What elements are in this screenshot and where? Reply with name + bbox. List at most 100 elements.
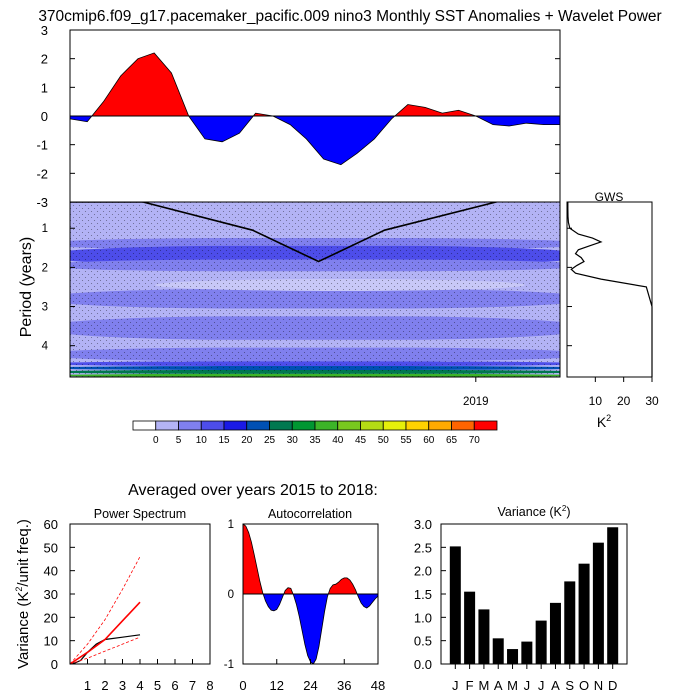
averaged-subtitle: Averaged over years 2015 to 2018: bbox=[128, 482, 378, 499]
monthly-variance-y-tick-label: 2.0 bbox=[414, 564, 432, 579]
colorbar-swatch bbox=[473, 420, 498, 431]
wavelet-power-frame bbox=[69, 201, 561, 378]
power-spectrum-x-tick-label: 4 bbox=[136, 678, 143, 693]
wavelet-y-tick-label: 3 bbox=[42, 302, 48, 314]
wavelet-y-tick-label: 2 bbox=[42, 262, 48, 274]
monthly-variance-bar bbox=[592, 542, 604, 664]
colorbar-swatch bbox=[360, 420, 384, 431]
monthly-variance-bar bbox=[464, 591, 476, 664]
monthly-variance-bar bbox=[607, 527, 619, 664]
sst-anomaly-positive-area bbox=[70, 52, 560, 116]
autocorrelation-x-tick-label: 48 bbox=[371, 678, 385, 693]
autocorrelation-axes: -1 0 1 0 12 24 36 48 bbox=[224, 519, 385, 693]
gws-x-axis-label: K2 bbox=[597, 413, 611, 430]
power-spectrum-x-tick-label: 5 bbox=[154, 678, 161, 693]
power-spectrum-y-tick-label: 50 bbox=[44, 540, 58, 555]
gws-panel: GWS 10 20 30 K2 bbox=[566, 190, 659, 430]
power-spectrum-panel: Power Spectrum 0 10 20 30 40 50 60 1 2 3 4 5 6 7 8 Var… bbox=[14, 507, 214, 693]
colorbar-label: 35 bbox=[309, 435, 321, 446]
autocorrelation-negative-area bbox=[243, 594, 378, 664]
sst-y-tick-label: -2 bbox=[36, 166, 48, 181]
colorbar-swatch bbox=[291, 420, 316, 431]
monthly-variance-x-tick-label: S bbox=[565, 678, 574, 693]
monthly-variance-bar bbox=[492, 638, 504, 664]
colorbar-label: 25 bbox=[264, 435, 276, 446]
gws-frame bbox=[566, 201, 653, 378]
colorbar-swatch bbox=[405, 420, 430, 431]
wavelet-power-panel: 1 2 3 4 2019 Period (years) bbox=[18, 201, 561, 408]
monthly-variance-bar bbox=[549, 602, 561, 664]
sst-anomaly-curve bbox=[70, 52, 560, 166]
monthly-variance-x-tick-label: A bbox=[551, 678, 560, 693]
monthly-variance-x-tick-label: F bbox=[466, 678, 474, 693]
wavelet-x-axis: 2019 bbox=[463, 377, 489, 408]
colorbar-swatch bbox=[428, 420, 452, 431]
monthly-variance-y-tick-label: 1.5 bbox=[414, 587, 432, 602]
monthly-variance-x-tick-label: M bbox=[507, 678, 518, 693]
monthly-variance-y-tick-label: 3.0 bbox=[414, 517, 432, 532]
gws-x-tick-label: 20 bbox=[617, 394, 631, 408]
monthly-variance-axes: J F M A M J J A S O N D0.00.51.01.52.02.53.0 bbox=[414, 517, 617, 693]
power-spectrum-title: Power Spectrum bbox=[94, 507, 186, 521]
monthly-variance-title: Variance (K2) bbox=[497, 504, 570, 519]
monthly-variance-x-tick-label: D bbox=[608, 678, 617, 693]
cone-of-influence bbox=[70, 202, 497, 263]
monthly-variance-x-tick-label: O bbox=[579, 678, 589, 693]
power-spectrum-x-tick-label: 3 bbox=[119, 678, 126, 693]
autocorrelation-x-tick-label: 12 bbox=[270, 678, 284, 693]
sst-y-tick-label: -1 bbox=[36, 138, 48, 153]
autocorrelation-x-tick-label: 0 bbox=[239, 678, 246, 693]
power-spectrum-series-line bbox=[69, 601, 141, 665]
autocorrelation-y-tick-label: 0 bbox=[228, 589, 234, 601]
monthly-variance-bar bbox=[521, 641, 533, 664]
autocorrelation-y-tick-label: 1 bbox=[228, 519, 234, 531]
wavelet-y-axis-label: Period (years) bbox=[18, 237, 35, 337]
colorbar-swatch bbox=[155, 420, 179, 431]
sst-anomaly-fill bbox=[70, 52, 560, 166]
colorbar-label: 40 bbox=[332, 435, 344, 446]
monthly-variance-bar bbox=[535, 620, 547, 664]
colorbar-label: 60 bbox=[423, 435, 435, 446]
power-spectrum-x-tick-label: 8 bbox=[206, 678, 213, 693]
power-spectrum-y-axis-label: Variance (K2/unit freq.) bbox=[14, 519, 32, 669]
colorbar-label: 65 bbox=[446, 435, 458, 446]
colorbar-swatch bbox=[382, 420, 407, 431]
sst-y-tick-label: 2 bbox=[41, 52, 48, 67]
autocorrelation-x-tick-label: 24 bbox=[303, 678, 317, 693]
power-spectrum-y-tick-label: 10 bbox=[44, 634, 58, 649]
monthly-variance-bar bbox=[578, 563, 590, 664]
power-spectrum-y-tick-label: 60 bbox=[44, 517, 58, 532]
monthly-variance-bar bbox=[478, 609, 490, 664]
power-spectrum-y-tick-label: 20 bbox=[44, 610, 58, 625]
colorbar-swatch bbox=[132, 420, 157, 431]
wavelet-y-axis: 1 2 3 4 bbox=[42, 223, 75, 353]
monthly-variance-x-tick-label: J bbox=[452, 678, 459, 693]
colorbar-label: 20 bbox=[241, 435, 253, 446]
monthly-variance-y-tick-label: 0.0 bbox=[414, 657, 432, 672]
monthly-variance-x-tick-label: A bbox=[494, 678, 503, 693]
power-spectrum-y-tick-label: 0 bbox=[51, 657, 58, 672]
sst-anomaly-negative-area bbox=[70, 116, 560, 165]
sst-y-tick-label: 0 bbox=[41, 109, 48, 124]
power-spectrum-x-tick-label: 6 bbox=[171, 678, 178, 693]
colorbar-label: 30 bbox=[287, 435, 299, 446]
gws-x-tick-label: 30 bbox=[645, 394, 659, 408]
monthly-variance-y-tick-label: 2.5 bbox=[414, 540, 432, 555]
power-spectrum-y-tick-label: 40 bbox=[44, 564, 58, 579]
colorbar-label: 0 bbox=[153, 435, 159, 446]
power-colorbar: 0 5 10 15 20 25 30 35 40 45 50 55 60 65 70 bbox=[132, 420, 498, 446]
gws-axes: 10 20 30 bbox=[567, 227, 659, 408]
monthly-variance-bar bbox=[449, 546, 461, 664]
sst-y-tick-label: -3 bbox=[36, 195, 48, 210]
autocorrelation-title: Autocorrelation bbox=[268, 507, 352, 521]
colorbar-label: 15 bbox=[218, 435, 230, 446]
power-spectrum-axes: 0 10 20 30 40 50 60 1 2 3 4 5 6 7 8 bbox=[44, 517, 214, 693]
monthly-variance-x-tick-label: M bbox=[479, 678, 490, 693]
colorbar-swatch bbox=[314, 420, 339, 431]
power-spectrum-lines bbox=[69, 556, 141, 665]
monthly-variance-panel: Variance (K2) J F M A M J J A S O N D0.00.51.01.52.… bbox=[414, 504, 628, 693]
colorbar-label: 55 bbox=[400, 435, 412, 446]
monthly-variance-bars bbox=[449, 527, 619, 664]
figure-title: 370cmip6.f09_g17.pacemaker_pacific.009 n… bbox=[38, 8, 661, 25]
autocorrelation-x-tick-label: 36 bbox=[337, 678, 351, 693]
